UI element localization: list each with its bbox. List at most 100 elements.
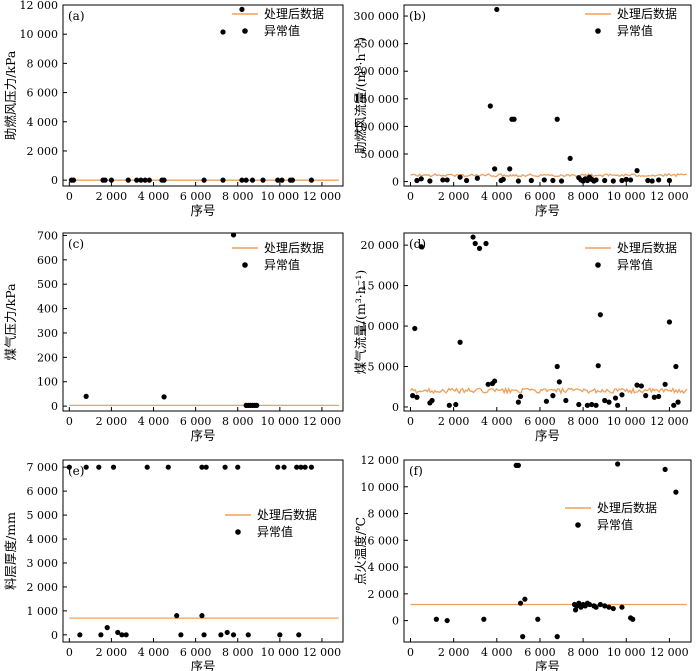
outlier-point	[554, 116, 560, 122]
panel-tag: (c)	[68, 237, 84, 251]
y-tick-label: 10 000	[361, 320, 400, 333]
y-tick-label: 8 000	[368, 508, 400, 521]
outlier-point	[494, 6, 500, 13]
panel-d: 0 2 000 4 000 6 000 8 000 10 000 12 000 0 5 000 1…	[353, 232, 692, 443]
outlier-point	[515, 178, 521, 184]
x-tick-label: 6 000	[524, 415, 556, 428]
outlier-point	[260, 177, 266, 183]
outlier-point	[584, 402, 591, 408]
panel-c: 0 2 000 4 000 6 000 8 000 10 000 12 000 0 100 200…	[3, 229, 344, 443]
outlier-point	[70, 177, 77, 183]
outlier-point	[444, 617, 450, 624]
outlier-point	[673, 489, 679, 495]
outlier-point	[492, 166, 498, 172]
outlier-point	[563, 397, 569, 404]
y-tick-label: 15 000	[361, 280, 400, 293]
outlier-point	[96, 464, 102, 470]
x-axis-label: 序号	[190, 203, 215, 218]
x-axis-label: 序号	[535, 203, 560, 218]
y-tick-label: 400	[37, 303, 58, 316]
outlier-point	[593, 402, 599, 408]
outlier-point	[427, 178, 433, 184]
outlier-point	[656, 393, 662, 400]
y-tick-label: 4 000	[27, 533, 59, 546]
y-tick-label: 4 000	[368, 561, 400, 574]
outlier-point	[104, 625, 110, 631]
y-tick-label: 2 000	[368, 588, 400, 601]
outlier-point	[77, 632, 83, 638]
y-tick-label: 3 000	[27, 557, 59, 570]
legend-marker-swatch	[242, 262, 248, 268]
outlier-point	[245, 632, 251, 638]
outlier-point	[275, 464, 281, 470]
outlier-point	[591, 178, 597, 184]
x-axis-label: 序号	[190, 659, 215, 671]
outlier-point	[638, 383, 644, 389]
x-tick-label: 8 000	[222, 646, 254, 659]
outlier-point	[243, 177, 249, 183]
panel-tag: (d)	[409, 237, 426, 251]
x-tick-label: 2 000	[96, 646, 128, 659]
outlier-point	[83, 464, 89, 470]
x-tick-label: 10 000	[261, 190, 300, 203]
outlier-point	[651, 394, 657, 400]
outlier-point	[254, 402, 260, 408]
y-tick-label: 5 000	[27, 509, 59, 522]
outlier-point	[515, 399, 521, 405]
legend-line-label: 处理后数据	[597, 500, 657, 515]
plot-frame	[403, 4, 692, 187]
outlier-point	[138, 177, 144, 183]
y-tick-label: 250 000	[354, 38, 400, 51]
outlier-point	[476, 245, 483, 251]
outlier-point	[541, 177, 547, 183]
panel-tag: (a)	[68, 9, 85, 23]
y-tick-label: 6 000	[27, 87, 59, 100]
x-tick-label: 0	[407, 415, 414, 428]
outlier-point	[535, 616, 541, 622]
y-tick-label: 600	[37, 254, 58, 267]
outlier-point	[66, 464, 72, 470]
outlier-point	[630, 616, 636, 622]
x-tick-label: 8 000	[567, 646, 599, 659]
y-tick-label: 700	[37, 229, 58, 242]
outlier-point	[483, 240, 489, 247]
outlier-point	[298, 464, 304, 470]
outlier-point	[517, 393, 524, 400]
outlier-point	[589, 401, 595, 408]
outlier-point	[433, 616, 439, 622]
x-tick-label: 6 000	[524, 646, 556, 659]
outlier-point	[110, 464, 117, 470]
x-tick-label: 12 000	[303, 415, 342, 428]
legend-line-label: 处理后数据	[617, 240, 677, 255]
x-tick-label: 4 000	[481, 415, 513, 428]
legend-marker-label: 异常值	[617, 23, 653, 38]
outlier-point	[567, 155, 573, 162]
outlier-point	[161, 177, 167, 183]
outlier-point	[550, 177, 556, 184]
y-tick-label: 6 000	[368, 534, 400, 547]
outlier-point	[123, 632, 129, 638]
outlier-point	[656, 177, 662, 183]
x-tick-label: 4 000	[138, 415, 170, 428]
outlier-point	[666, 177, 673, 184]
y-tick-label: 200	[37, 351, 58, 364]
y-tick-label: 2 000	[27, 581, 59, 594]
outlier-point	[470, 234, 476, 240]
y-tick-label: 300	[37, 327, 58, 340]
x-tick-label: 2 000	[438, 646, 470, 659]
outlier-point	[230, 232, 237, 238]
outlier-point	[146, 177, 152, 183]
outlier-point	[308, 177, 315, 183]
outlier-point	[201, 632, 207, 638]
outlier-point	[230, 632, 237, 638]
plot-frame	[62, 459, 344, 643]
outlier-point	[224, 629, 230, 636]
x-axis-label: 序号	[535, 428, 560, 443]
outlier-point	[302, 464, 308, 470]
panel-tag: (f)	[409, 464, 423, 478]
x-axis-label: 序号	[190, 428, 215, 443]
